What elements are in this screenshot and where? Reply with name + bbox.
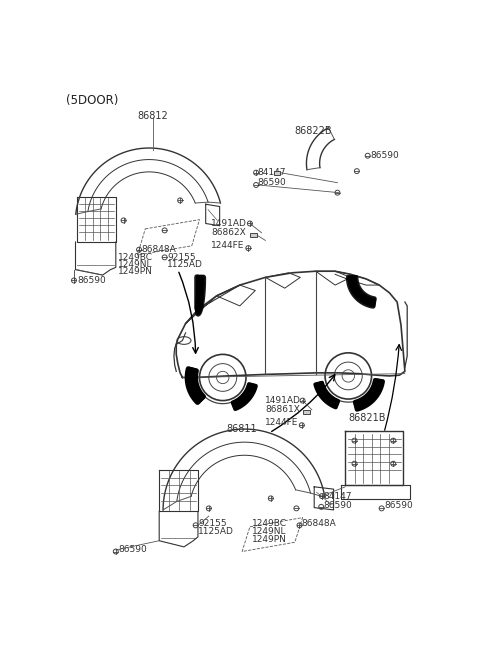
Text: 1244FE: 1244FE bbox=[265, 418, 299, 426]
Text: 86861X: 86861X bbox=[265, 405, 300, 415]
Text: 86822B: 86822B bbox=[294, 126, 332, 136]
Text: 86590: 86590 bbox=[370, 152, 399, 160]
Bar bbox=[274, 171, 280, 174]
Text: 92155: 92155 bbox=[198, 520, 227, 528]
Text: 86590: 86590 bbox=[324, 501, 352, 510]
Bar bbox=[250, 233, 257, 237]
Text: 92155: 92155 bbox=[167, 253, 195, 262]
Text: 1249NL: 1249NL bbox=[118, 260, 153, 269]
Text: 1249PN: 1249PN bbox=[252, 535, 287, 544]
Bar bbox=[303, 410, 310, 414]
Text: 1249PN: 1249PN bbox=[118, 267, 153, 276]
Text: 1491AD: 1491AD bbox=[211, 219, 247, 228]
Text: 84147: 84147 bbox=[324, 491, 352, 501]
Text: (5DOOR): (5DOOR) bbox=[66, 94, 119, 107]
Text: 1125AD: 1125AD bbox=[167, 260, 203, 269]
Text: 1249NL: 1249NL bbox=[252, 527, 287, 536]
Text: 86590: 86590 bbox=[384, 501, 413, 510]
Text: 86821B: 86821B bbox=[348, 413, 386, 422]
Text: 86811: 86811 bbox=[227, 424, 257, 434]
Text: 1249BC: 1249BC bbox=[118, 253, 153, 262]
Text: 86848A: 86848A bbox=[142, 245, 176, 254]
Text: 86590: 86590 bbox=[258, 178, 287, 187]
Text: 1125AD: 1125AD bbox=[198, 527, 234, 536]
Text: 1249BC: 1249BC bbox=[252, 520, 287, 528]
Text: 86590: 86590 bbox=[118, 545, 147, 554]
Text: 84147: 84147 bbox=[258, 168, 286, 177]
Text: 86812: 86812 bbox=[137, 111, 168, 121]
Text: 86862X: 86862X bbox=[211, 228, 246, 237]
Text: 1491AD: 1491AD bbox=[265, 396, 301, 405]
Text: 86590: 86590 bbox=[77, 276, 106, 285]
Text: 86848A: 86848A bbox=[302, 520, 336, 528]
Text: 1244FE: 1244FE bbox=[211, 241, 244, 249]
